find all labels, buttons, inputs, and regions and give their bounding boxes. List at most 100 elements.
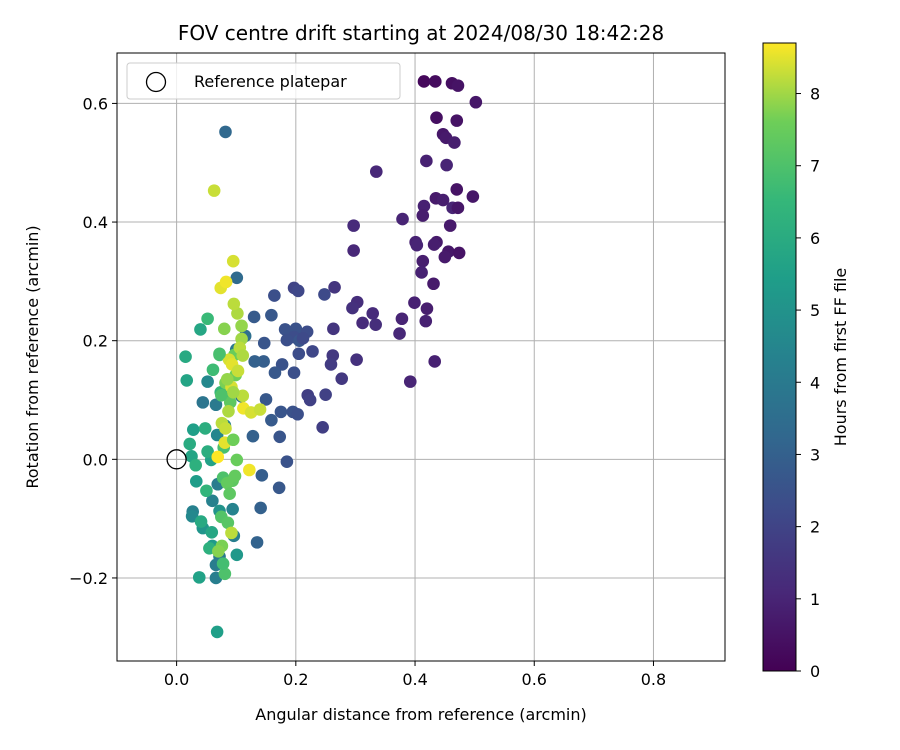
data-point (201, 375, 214, 388)
x-tick-label: 0.8 (641, 670, 666, 689)
y-tick-label: −0.2 (69, 569, 108, 588)
data-point (265, 308, 278, 322)
data-point (335, 372, 349, 385)
data-point (452, 246, 466, 260)
data-point (226, 433, 240, 447)
data-point (235, 319, 248, 333)
data-point (230, 271, 244, 285)
colorbar-ticks: 0 1 2 3 4 5 6 7 8 (796, 85, 820, 681)
plot-frame (116, 52, 726, 662)
colorbar-tick-label: 1 (810, 590, 820, 609)
data-point (350, 353, 363, 366)
data-point (247, 310, 261, 324)
data-point (219, 275, 233, 289)
data-point (268, 366, 282, 380)
legend: Reference platepar (126, 62, 401, 100)
data-point (231, 364, 245, 378)
colorbar-tick-label: 3 (810, 445, 820, 464)
data-point (268, 289, 281, 302)
reference-marker (166, 449, 187, 470)
data-point (243, 463, 256, 477)
data-point (226, 385, 240, 399)
data-point (278, 323, 292, 336)
data-point (206, 363, 220, 377)
colorbar-label: Hours from first FF file (831, 268, 850, 447)
data-point (221, 516, 235, 530)
data-point (316, 420, 329, 434)
data-points (179, 75, 483, 639)
data-point (451, 79, 465, 92)
data-point (369, 165, 383, 178)
y-axis-ticks: −0.2 0.0 0.2 0.4 0.6 (69, 94, 117, 588)
data-point (217, 322, 231, 336)
legend-box (126, 62, 401, 100)
chart-title: FOV centre drift starting at 2024/08/30 … (178, 21, 664, 45)
data-point (226, 502, 239, 516)
legend-marker (145, 71, 167, 93)
data-point (427, 238, 441, 251)
data-point (416, 254, 430, 268)
data-point (450, 183, 464, 196)
data-point (272, 481, 286, 495)
data-point (448, 136, 461, 149)
data-point (296, 332, 310, 345)
data-point (205, 525, 219, 539)
x-tick-label: 0.4 (402, 670, 427, 689)
data-point (196, 396, 210, 409)
data-point (215, 388, 228, 402)
data-point (236, 389, 250, 403)
data-point (257, 336, 271, 350)
data-point (324, 358, 338, 371)
data-point (211, 450, 225, 464)
data-point (419, 314, 433, 328)
data-point (225, 526, 238, 540)
data-point (213, 347, 226, 361)
data-point (219, 422, 232, 435)
data-point (255, 469, 269, 482)
data-point (292, 347, 306, 361)
data-point (420, 302, 434, 315)
x-tick-label: 0.6 (522, 670, 547, 689)
data-point (469, 95, 483, 109)
data-point (417, 199, 431, 213)
data-point (327, 322, 340, 336)
data-point (265, 413, 278, 427)
colorbar-tick-label: 8 (810, 85, 820, 104)
data-point (428, 355, 442, 368)
grid (117, 53, 725, 661)
data-point (275, 358, 289, 371)
y-tick-label: 0.4 (83, 213, 108, 232)
data-point (417, 75, 431, 88)
colorbar-tick-label: 0 (810, 662, 820, 681)
data-point (227, 297, 241, 311)
data-point (306, 345, 319, 358)
colorbar: 0 1 2 3 4 5 6 7 8 Hours from first FF file (762, 42, 850, 681)
data-point (212, 544, 225, 558)
data-point (318, 288, 331, 301)
data-point (180, 374, 194, 387)
data-point (201, 312, 214, 326)
data-point (209, 398, 223, 412)
colorbar-tick-label: 5 (810, 301, 820, 320)
data-point (230, 548, 244, 562)
data-point (200, 484, 213, 498)
data-point (194, 515, 208, 528)
data-point (248, 355, 261, 368)
data-point (201, 445, 214, 458)
data-point (274, 405, 288, 419)
data-point (369, 318, 382, 331)
data-point (192, 571, 206, 584)
data-point (179, 350, 192, 364)
data-point (206, 494, 219, 508)
data-point (430, 111, 443, 124)
data-point (438, 250, 452, 264)
data-point (408, 296, 421, 310)
data-point (396, 212, 409, 226)
data-point (226, 254, 240, 268)
data-point (347, 219, 360, 232)
data-point (451, 201, 465, 215)
data-point (291, 407, 304, 421)
data-point (253, 403, 267, 416)
data-point (228, 469, 242, 483)
